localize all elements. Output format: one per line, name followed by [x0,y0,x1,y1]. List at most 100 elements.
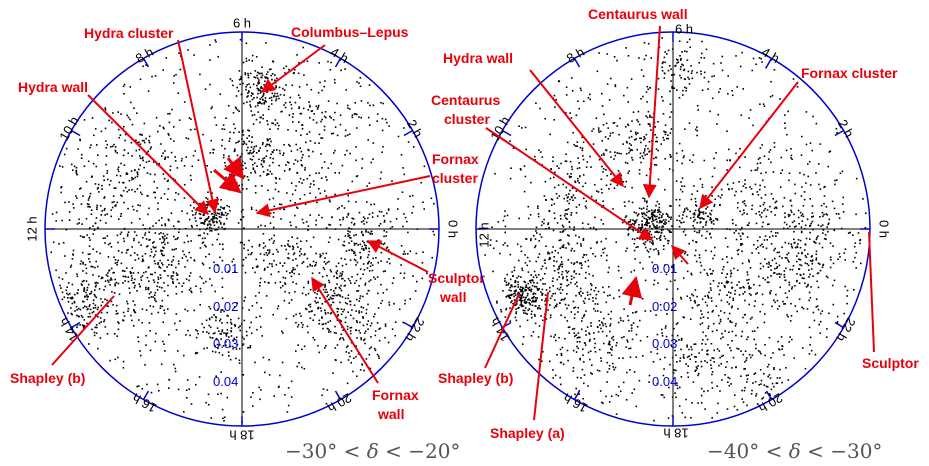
galaxy-point [199,275,201,278]
galaxy-point [389,262,391,265]
galaxy-point [583,254,585,256]
galaxy-point [336,272,338,275]
galaxy-point [67,312,69,314]
galaxy-point [107,256,110,258]
galaxy-point [324,80,326,82]
galaxy-point [726,130,728,132]
galaxy-point [658,221,661,224]
galaxy-point [320,310,323,312]
galaxy-point [166,198,169,200]
galaxy-point [83,290,85,292]
galaxy-point [224,162,226,164]
galaxy-point [88,236,91,239]
galaxy-point [499,252,501,255]
galaxy-point [764,354,766,357]
galaxy-point [79,263,82,265]
galaxy-point [372,276,375,279]
galaxy-point [636,214,639,217]
galaxy-point [112,304,114,306]
galaxy-point [298,62,300,64]
galaxy-point [350,314,352,317]
galaxy-point [694,370,696,372]
galaxy-point [356,290,358,292]
galaxy-point [214,332,216,334]
galaxy-point [199,210,201,213]
galaxy-point [685,215,688,218]
galaxy-point [541,299,543,301]
galaxy-point [125,186,127,189]
galaxy-point [252,148,255,150]
galaxy-point [568,202,570,205]
galaxy-point [292,245,294,248]
galaxy-point [657,252,660,254]
galaxy-point [653,279,656,282]
galaxy-point [337,308,340,310]
galaxy-point [343,308,345,311]
galaxy-point [244,271,247,274]
galaxy-point [224,147,226,150]
galaxy-point [678,220,681,222]
galaxy-point [138,148,141,151]
galaxy-point [489,239,492,241]
galaxy-point [700,73,702,75]
galaxy-point [349,231,351,233]
galaxy-point [288,161,290,164]
galaxy-point [739,166,741,169]
galaxy-point [684,416,687,419]
galaxy-point [365,312,368,315]
galaxy-point [95,296,98,299]
galaxy-point [734,394,736,396]
galaxy-point [682,211,685,214]
galaxy-point [302,179,305,181]
galaxy-point [402,167,404,169]
galaxy-point [85,291,87,294]
galaxy-point [263,102,265,104]
galaxy-point [325,116,327,119]
galaxy-point [544,117,546,120]
galaxy-point [625,250,627,252]
galaxy-point [403,213,405,215]
galaxy-point [529,299,531,302]
galaxy-point [253,150,255,153]
galaxy-point [662,113,665,115]
galaxy-point [366,185,368,187]
galaxy-point [368,353,371,356]
galaxy-point [676,219,678,222]
galaxy-point [148,293,151,295]
galaxy-point [679,68,682,71]
galaxy-point [537,215,540,218]
galaxy-point [559,361,562,364]
galaxy-point [707,296,709,298]
galaxy-point [335,332,337,334]
galaxy-point [576,141,579,143]
galaxy-point [123,240,125,243]
galaxy-point [559,214,562,217]
galaxy-point [120,213,122,215]
galaxy-point [262,117,264,120]
galaxy-point [727,75,729,77]
galaxy-point [164,270,166,272]
galaxy-point [166,266,168,268]
galaxy-point [363,249,365,251]
galaxy-point [134,304,136,306]
galaxy-point [624,161,627,164]
galaxy-point [823,213,825,216]
galaxy-point [365,231,367,233]
galaxy-point [215,220,218,223]
galaxy-point [611,337,613,339]
galaxy-point [118,293,121,296]
galaxy-point [521,127,523,129]
galaxy-point [644,137,646,140]
galaxy-point [691,161,694,163]
galaxy-point [193,207,195,209]
galaxy-point [85,280,88,282]
galaxy-point [286,411,289,413]
galaxy-point [335,271,338,274]
galaxy-point [516,303,518,305]
galaxy-point [754,381,757,383]
galaxy-point [299,96,301,99]
galaxy-point [576,337,579,339]
galaxy-point [329,296,332,299]
galaxy-point [359,85,362,88]
galaxy-point [60,287,62,289]
